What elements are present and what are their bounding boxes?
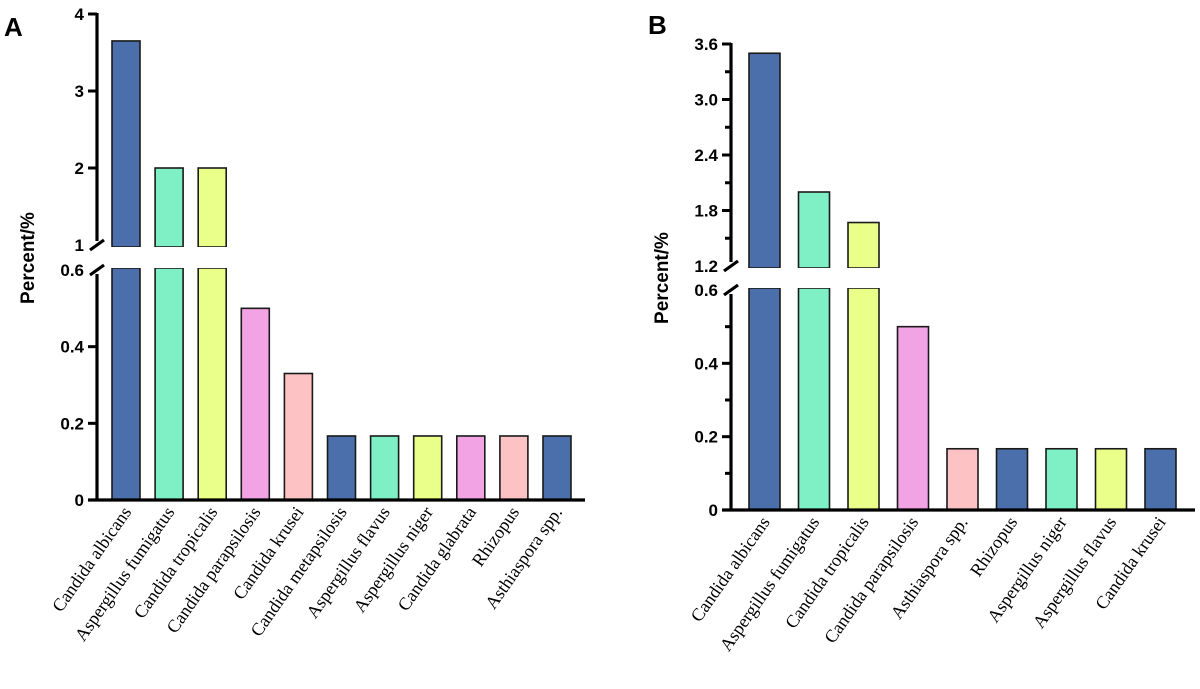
y-tick-label: 1.8 [694, 202, 718, 221]
bar-lower-segment [748, 287, 781, 511]
y-tick-label: 0 [709, 501, 718, 520]
bar [542, 435, 572, 501]
bar [154, 167, 184, 248]
x-tick-label: Candida parapsilosis [820, 513, 922, 647]
y-tick-label: 0.6 [60, 261, 84, 280]
bar [1094, 447, 1128, 511]
y-tick-label: 4 [75, 5, 85, 24]
axis-break-mark [723, 283, 739, 297]
x-tick-label: Rhizopus [966, 513, 1021, 580]
bar [1045, 447, 1078, 511]
bar [412, 435, 443, 501]
y-tick-label: 0.4 [694, 354, 718, 373]
bar [369, 435, 400, 501]
axis-break-mark [89, 263, 105, 277]
y-tick-label: 2.4 [694, 146, 718, 165]
y-tick-label: 0 [75, 491, 84, 510]
y-tick-label: 3.6 [694, 35, 718, 54]
bar-lower-segment [797, 287, 831, 511]
bar [995, 447, 1029, 511]
y-tick-label: 0.2 [694, 428, 718, 447]
bar-lower-segment [111, 267, 141, 501]
axis-break-mark [723, 259, 739, 273]
bar [283, 372, 314, 501]
bar-lower-segment [197, 267, 227, 501]
bar [748, 52, 781, 269]
bar [797, 191, 831, 269]
bar [896, 325, 930, 511]
y-axis-label: Percent/% [652, 232, 673, 324]
y-tick-label: 2 [75, 159, 84, 178]
bar [240, 307, 271, 501]
axis-break-gap [737, 268, 1200, 288]
bar [847, 221, 880, 269]
bar [499, 435, 529, 501]
bar [326, 435, 357, 501]
y-tick-label: 0.4 [60, 338, 84, 357]
y-tick-label: 3 [75, 82, 84, 101]
bar [1144, 447, 1177, 511]
y-tick-label: 1.2 [694, 257, 718, 276]
bar [455, 435, 486, 501]
y-tick-label: 1 [75, 236, 84, 255]
panel-letter-b: B [648, 10, 667, 40]
bar [197, 167, 227, 248]
y-tick-label: 0.2 [60, 414, 84, 433]
y-axis-label: Percent/% [18, 212, 39, 304]
axis-break-gap [103, 247, 591, 268]
axis-break-mark [89, 238, 105, 252]
panel-letter-a: A [4, 12, 23, 42]
bar [946, 447, 979, 511]
bar-lower-segment [847, 287, 880, 511]
y-tick-label: 0.6 [694, 281, 718, 300]
bar-lower-segment [154, 267, 184, 501]
bar [111, 40, 141, 248]
y-tick-label: 3.0 [694, 91, 718, 110]
x-tick-label: Asthiaspora spp. [481, 503, 566, 613]
chart-b: 1.2 1.8 2.4 3.0 3.6 0 0.2 0.4 0.6 Percent/% Candid… [652, 35, 1200, 655]
